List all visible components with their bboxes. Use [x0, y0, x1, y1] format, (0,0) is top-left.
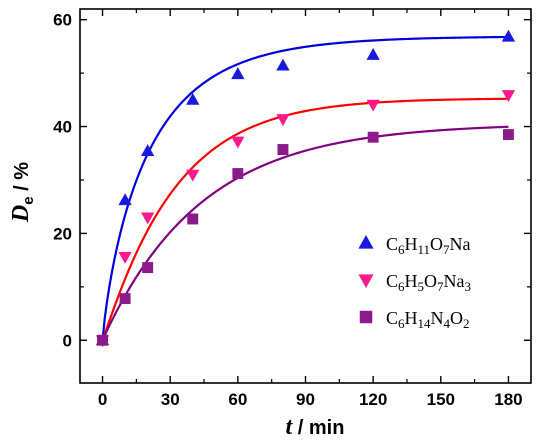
data-point-s1 [141, 144, 155, 157]
data-point-s2 [501, 90, 516, 103]
legend: C6H11O7Na C6H5O7Na3 C6H14N4O2 [358, 234, 471, 331]
fit-curve-1 [101, 35, 509, 341]
y-tick-label: 40 [53, 118, 72, 137]
data-point-s3 [502, 129, 514, 141]
data-point-s3 [119, 293, 131, 305]
data-point-s1 [118, 193, 132, 206]
axis-tick-labels: 0 30 60 90 120 150 180 0 20 40 60 [53, 11, 523, 409]
x-tick-label: 30 [161, 390, 180, 409]
x-tick-label: 120 [359, 390, 387, 409]
data-point-s1 [231, 67, 245, 80]
data-point-s1 [501, 29, 516, 42]
x-tick-label: 150 [427, 390, 455, 409]
fit-curve-2 [101, 97, 509, 341]
y-tick-label: 0 [63, 331, 72, 350]
data-point-s2 [118, 252, 132, 264]
data-point-s1 [276, 58, 290, 71]
data-point-s2 [141, 212, 155, 225]
legend-label-3: C6H14N4O2 [386, 308, 470, 331]
data-point-s2 [231, 136, 245, 149]
data-point-s3 [97, 334, 109, 346]
data-point-s2 [366, 99, 380, 112]
legend-marker-3 [359, 310, 373, 324]
y-axis-title: De / % [8, 162, 37, 223]
legend-marker-1 [358, 235, 374, 249]
data-point-s1 [186, 92, 200, 105]
data-point-s2 [276, 114, 290, 127]
fit-curves [101, 35, 509, 341]
legend-label-1: C6H11O7Na [386, 234, 471, 257]
legend-marker-2 [358, 274, 374, 288]
data-point-s3 [187, 213, 199, 225]
y-tick-label: 60 [53, 11, 72, 30]
data-markers [95, 29, 516, 348]
x-tick-label: 90 [296, 390, 315, 409]
data-point-s3 [232, 168, 244, 180]
x-tick-label: 60 [228, 390, 247, 409]
x-tick-label: 0 [98, 390, 107, 409]
data-point-s1 [366, 47, 380, 60]
data-point-s2 [186, 169, 200, 182]
x-tick-label: 180 [494, 390, 522, 409]
fit-curve-3 [101, 125, 509, 341]
x-axis-title: t / min [286, 414, 345, 440]
y-tick-label: 20 [53, 224, 72, 243]
data-point-s3 [367, 131, 379, 143]
axis-ticks [80, 9, 531, 383]
legend-label-2: C6H5O7Na3 [386, 271, 471, 294]
data-point-s3 [142, 262, 154, 274]
data-point-s3 [277, 144, 289, 155]
